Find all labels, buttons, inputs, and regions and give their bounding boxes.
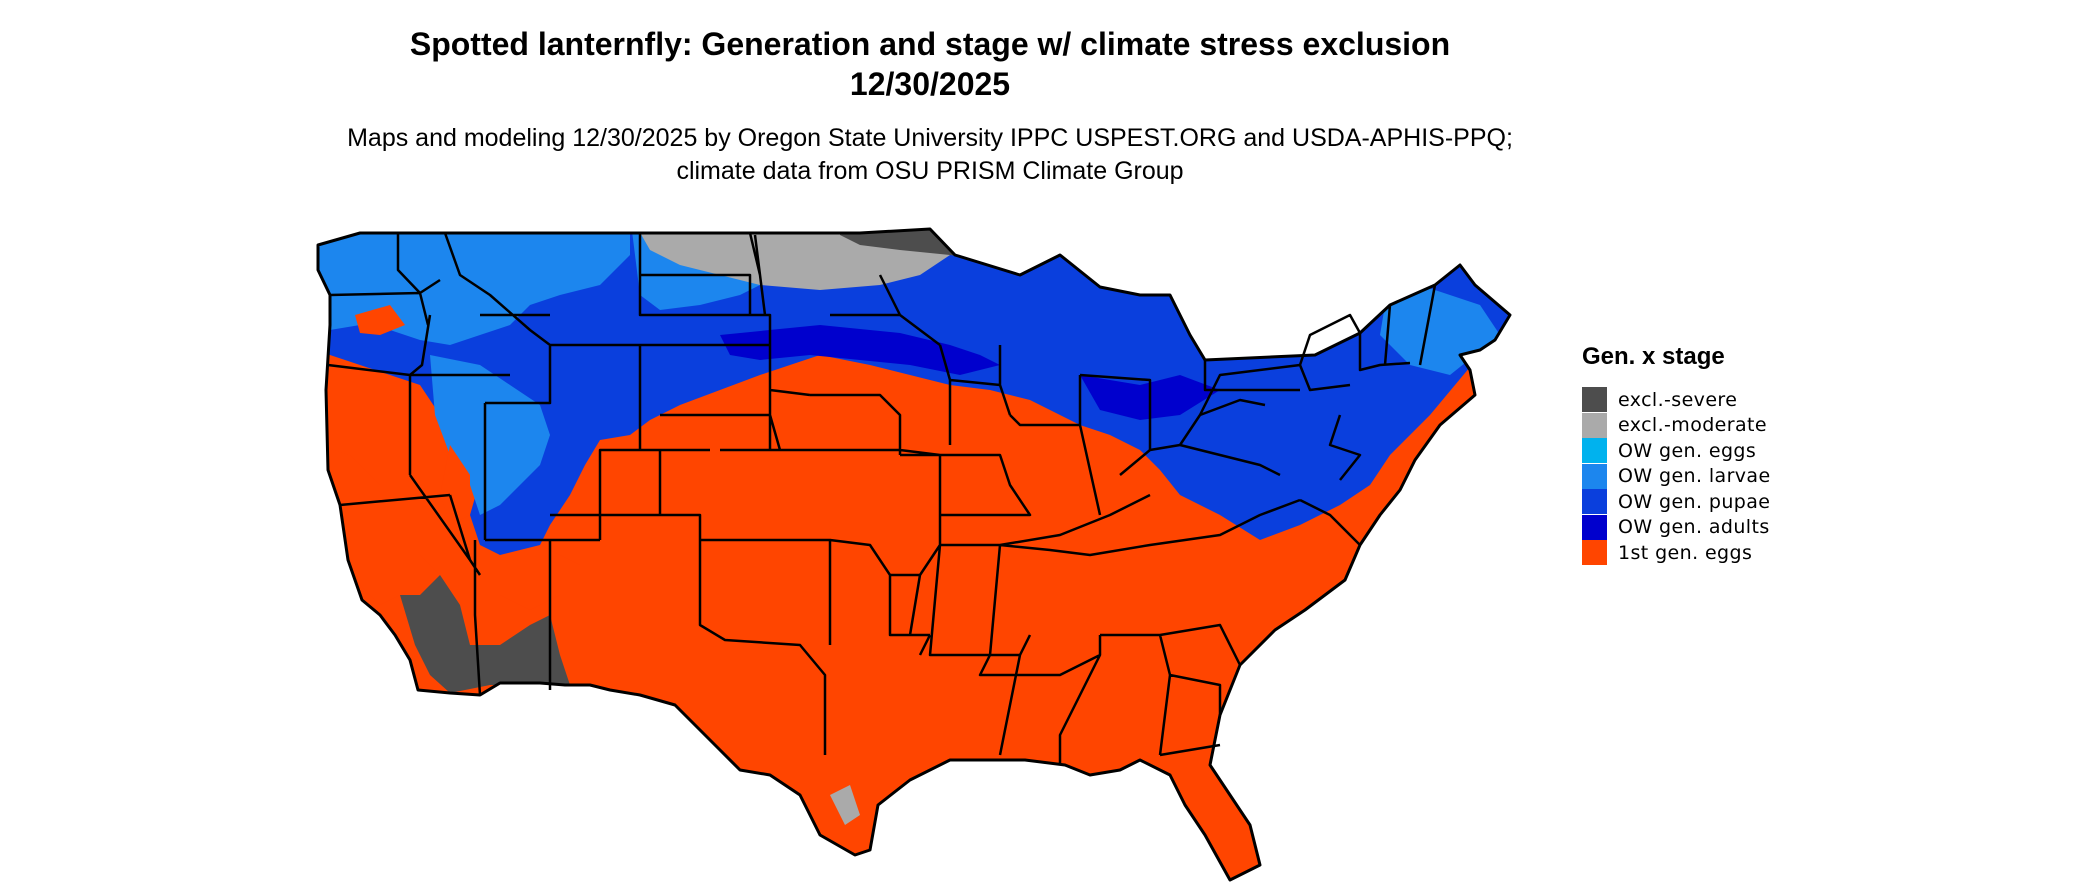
region-ow-larvae-ne: [1380, 275, 1500, 375]
legend-item-ow-larvae: OW gen. larvae: [1582, 463, 1771, 490]
legend-swatch: [1582, 540, 1607, 566]
legend-swatch: [1582, 412, 1607, 438]
legend-item-ow-eggs: OW gen. eggs: [1582, 438, 1771, 464]
legend-label: OW gen. larvae: [1618, 465, 1771, 488]
state-borders: [316, 227, 1512, 882]
region-1st-gen-california: [320, 445, 440, 605]
legend-title: Gen. x stage: [1582, 343, 1725, 370]
region-1st-gen-nevada: [440, 445, 470, 525]
us-map: [300, 215, 1600, 895]
legend-item-ow-adults: OW gen. adults: [1582, 514, 1771, 541]
map-title: Spotted lanternfly: Generation and stage…: [409, 26, 1451, 102]
map-subtitle: Maps and modeling 12/30/2025 by Oregon S…: [347, 124, 1513, 185]
region-excl-moderate-texas: [830, 785, 860, 825]
region-ow-adults-midwest: [720, 325, 1000, 375]
legend-label: excl.-moderate: [1618, 414, 1767, 437]
legend-swatch: [1582, 489, 1607, 515]
legend-label: OW gen. pupae: [1618, 490, 1771, 513]
legend-swatch: [1582, 514, 1607, 540]
legend-swatch: [1582, 463, 1607, 489]
stage-regions: [318, 229, 1510, 880]
region-1st-gen-arizona: [500, 545, 580, 610]
region-ow-larvae-rockies: [430, 355, 550, 515]
map-legend: Gen. x stage excl.-severe excl.-moderate…: [1582, 343, 1771, 566]
region-excl-severe-sw: [400, 575, 570, 693]
legend-swatch: [1582, 438, 1607, 464]
state-lines: [327, 232, 1437, 765]
legend-item-excl-severe: excl.-severe: [1582, 387, 1771, 413]
legend-label: OW gen. eggs: [1618, 439, 1757, 462]
legend-label: OW gen. adults: [1618, 516, 1770, 539]
legend-item-1st-gen-eggs: 1st gen. eggs: [1582, 540, 1771, 566]
legend-item-ow-pupae: OW gen. pupae: [1582, 489, 1771, 515]
legend-label: excl.-severe: [1618, 388, 1738, 411]
us-outline: [316, 227, 1512, 882]
map-header: Spotted lanternfly: Generation and stage…: [330, 24, 1530, 188]
region-1st-gen-oregon: [355, 305, 405, 335]
legend-label: 1st gen. eggs: [1618, 541, 1753, 564]
legend-swatch: [1582, 387, 1607, 413]
legend-item-excl-moderate: excl.-moderate: [1582, 412, 1771, 439]
